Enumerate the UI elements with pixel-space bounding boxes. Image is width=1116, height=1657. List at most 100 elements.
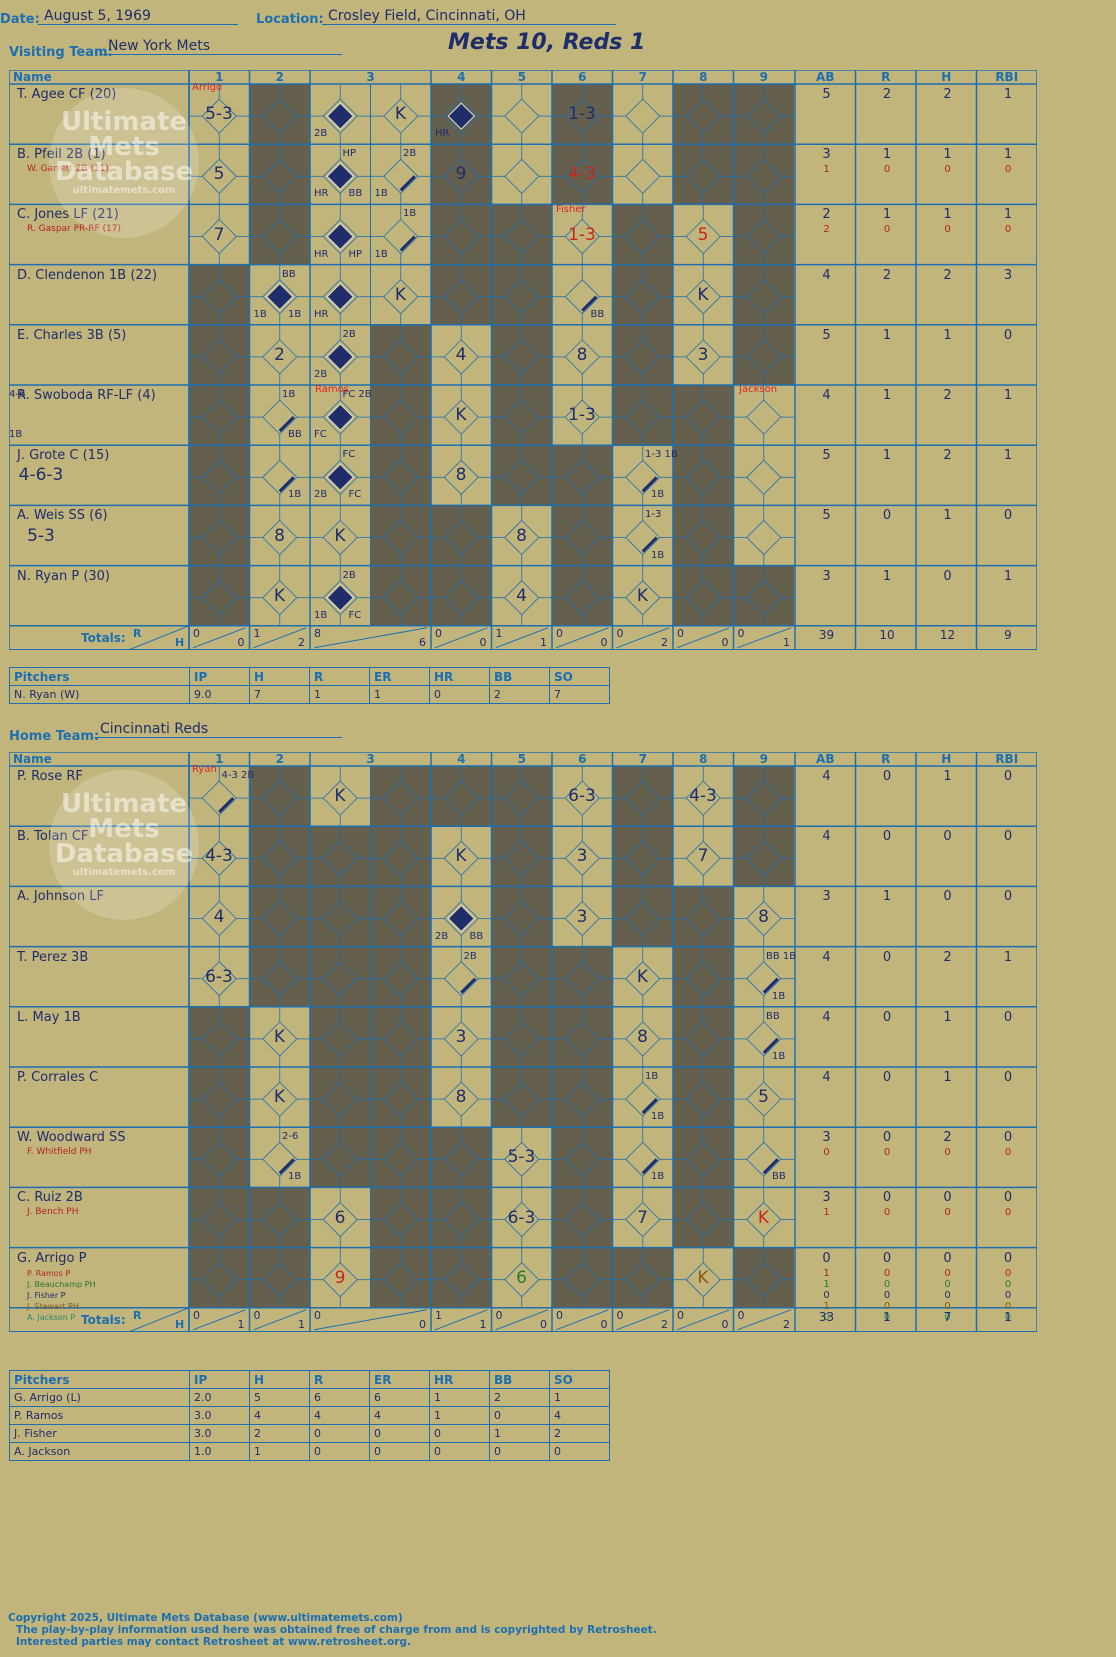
basepath [762, 1158, 779, 1175]
total-h: 7 [943, 1309, 952, 1324]
pitching-header-cell: R [309, 667, 370, 686]
basepath-note: HR [314, 188, 329, 200]
substitute-stat: 1 [823, 1207, 830, 1219]
inning-hits: 1 [783, 635, 790, 649]
substitute-name: A. Jackson P [27, 1312, 76, 1322]
substitute-stat: 0 [944, 1278, 951, 1290]
play-result: 9 [334, 1267, 346, 1288]
substitute-stat: 0 [1004, 1300, 1012, 1312]
total-rbi: 9 [1004, 627, 1012, 642]
stat-header-rbi: RBI [995, 752, 1019, 766]
stat-rbi: 1 [1003, 207, 1013, 223]
pitcher-row: P. Ramos 3.0 4 4 4 1 0 4 [9, 1406, 610, 1425]
play-result: 8 [637, 1026, 648, 1047]
stat-ab: 2 [822, 207, 831, 223]
basepath [762, 1037, 779, 1054]
stat-h: 1 [943, 207, 952, 223]
basepath-note: 1B [403, 208, 417, 220]
substitute-stat: 0 [1004, 1311, 1012, 1323]
basepath-note: BB [590, 308, 605, 320]
pitching-header-cell: BB [489, 1370, 550, 1389]
stat-ab: 5 [822, 448, 831, 464]
pitching-change-note: Ramos [315, 384, 349, 395]
basepath-note: 1B [651, 1111, 665, 1123]
copyright-line: Copyright 2025, Ultimate Mets Database (… [8, 1612, 403, 1624]
basepath-note: BB 1B [766, 950, 797, 962]
stat-r: 0 [882, 1190, 892, 1206]
total-rbi: 1 [1004, 1309, 1012, 1324]
basepath-note: 2-6 [282, 1131, 299, 1143]
diamond-outline [322, 780, 358, 816]
substitute-stat: 1 [823, 164, 830, 176]
pitching-header-row: Pitchers IP H R ER HR BB SO [9, 667, 610, 686]
substitute-stat: 0 [1004, 1267, 1012, 1279]
diamond-outline [262, 1262, 298, 1298]
diamond-outline [262, 840, 298, 876]
substitute-name: J. Stewart PH [27, 1301, 79, 1311]
watermark-line: Database [54, 839, 194, 869]
diamond-outline [201, 1081, 237, 1117]
basepath-note: 4-3 2B [221, 770, 255, 781]
play-result: K [334, 525, 346, 546]
inning-hits: 0 [419, 1317, 426, 1331]
pitching-header-cell: HR [429, 667, 490, 686]
pitcher-stat-cell: 2 [489, 1388, 550, 1407]
stat-rbi: 0 [1003, 1070, 1013, 1085]
substitute-stat: 0 [823, 1311, 830, 1323]
play-result: K [273, 1026, 286, 1047]
stat-rbi: 1 [1003, 388, 1013, 403]
name-header: Name [13, 752, 52, 766]
diamond-outline [443, 840, 479, 876]
substitute-name: P. Ramos P [27, 1268, 71, 1278]
pitching-header-cell: SO [549, 1370, 610, 1389]
basepath-note: 2B [342, 328, 356, 340]
substitute-stat: 0 [944, 1289, 951, 1301]
diamond-outline [685, 1081, 721, 1117]
diamond-outline [322, 840, 358, 876]
totals-diagonal [128, 625, 190, 650]
inning-header-3: 3 [366, 752, 375, 766]
totals-diagonal [495, 1309, 549, 1331]
stat-rbi: 0 [1003, 829, 1013, 845]
watermark-line: Mets [88, 132, 160, 162]
diamond-outline [685, 1262, 721, 1298]
diamond-outline [746, 840, 782, 876]
date-label: Date: [0, 12, 40, 27]
stat-r: 0 [882, 769, 892, 784]
play-result: K [273, 1087, 286, 1108]
pitcher-stat-cell: N. Ryan (W) [9, 685, 190, 704]
inning-runs: 0 [556, 1308, 563, 1322]
diamond-outline [443, 780, 479, 816]
stat-ab: 4 [822, 267, 831, 283]
stat-header-ab: AB [816, 752, 835, 766]
pitching-header-cell: Pitchers [9, 667, 190, 686]
diamond-outline [746, 519, 782, 556]
substitute-name: J. Fisher P [27, 1290, 66, 1300]
basepath-note: FC 2B [342, 389, 372, 400]
player-name: E. Charles 3B (5) [17, 327, 127, 343]
stat-r: 1 [882, 388, 892, 403]
basepath-note: 1-3 [645, 509, 662, 521]
play-result: K [455, 846, 467, 867]
basepath-note: HR [435, 128, 450, 140]
inning-hits: 0 [721, 1317, 729, 1331]
totals-r-label: R [133, 1308, 142, 1322]
home-scorecard: Name 1 2 3 4 5 6 7 8 9 AB R H RBI P. Rose RF 4 0 1 0 B. Tol… [9, 752, 1037, 1332]
play-result: K [334, 786, 346, 807]
play-result: K [697, 1267, 709, 1288]
diamond-outline [504, 1262, 540, 1298]
retrosheet-contact-line: Interested parties may contact Retroshee… [16, 1636, 411, 1648]
stat-r: 1 [882, 568, 892, 584]
basepath [460, 977, 477, 994]
play-result: 4 [213, 906, 225, 927]
totals-h-label: H [175, 635, 185, 649]
run-scored-diamond [326, 343, 354, 371]
pitcher-stat-cell: 1 [249, 1442, 310, 1461]
substitute-name: J. Bench PH [27, 1207, 79, 1218]
basepath-note: 1B [253, 308, 267, 320]
basepath-note: 1B [314, 609, 328, 621]
pitcher-stat-cell: 2.0 [189, 1388, 250, 1407]
totals-diagonal [495, 627, 549, 649]
basepath-note: 4-6 [9, 389, 26, 400]
diamond-outline [443, 1081, 479, 1117]
